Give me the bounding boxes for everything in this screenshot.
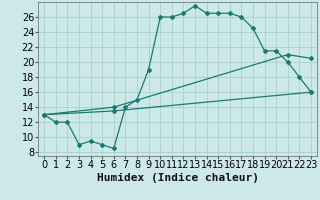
X-axis label: Humidex (Indice chaleur): Humidex (Indice chaleur) xyxy=(97,173,259,183)
